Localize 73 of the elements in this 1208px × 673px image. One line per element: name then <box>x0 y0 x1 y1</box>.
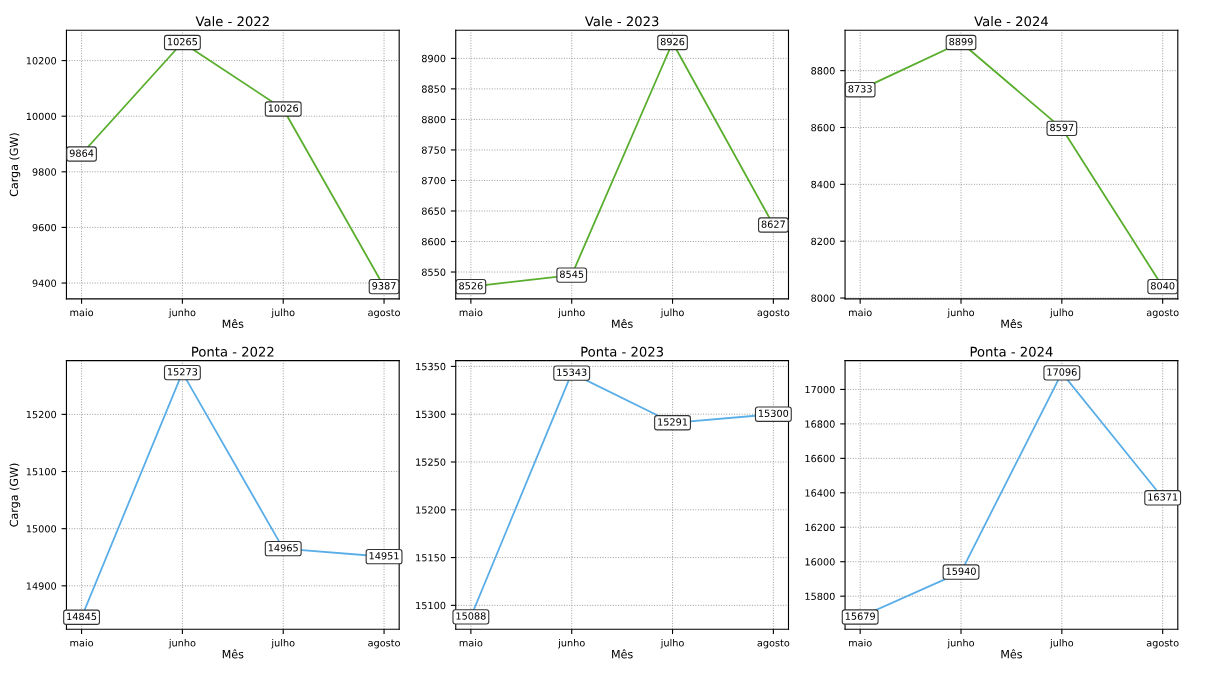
y-tick-label: 16800 <box>805 420 835 428</box>
y-axis-title: Carga (GW) <box>9 463 21 527</box>
y-tick-label: 8200 <box>811 237 835 246</box>
y-tick-label: 9600 <box>32 223 57 232</box>
y-tick-label: 15100 <box>26 468 57 476</box>
x-tick-label: agosto <box>1146 639 1179 649</box>
x-tick-label: agosto <box>1146 309 1179 319</box>
chart-title: Vale - 2024 <box>974 16 1048 27</box>
x-tick-label: agosto <box>757 309 790 319</box>
x-tick-label: junho <box>557 638 585 649</box>
x-axis-title: Mês <box>612 649 633 659</box>
chart-title: Vale - 2022 <box>195 16 269 27</box>
y-tick-label: 15150 <box>416 554 446 562</box>
y-tick-label: 16600 <box>805 454 835 463</box>
y-tick-label: 10000 <box>26 112 57 121</box>
x-tick-label: julho <box>660 308 684 319</box>
x-tick-label: maio <box>459 308 483 317</box>
y-tick-label: 15000 <box>26 525 57 533</box>
chart-title: Vale - 2023 <box>584 16 659 27</box>
chart-title: Ponta - 2023 <box>581 346 664 357</box>
y-tick-label: 15200 <box>416 506 446 514</box>
y-tick-label: 8000 <box>811 294 835 302</box>
x-tick-label: julho <box>1049 308 1074 319</box>
x-tick-label: maio <box>70 638 94 647</box>
x-tick-label: agosto <box>757 639 790 649</box>
x-tick-label: junho <box>168 638 196 649</box>
y-tick-label: 8850 <box>421 85 446 93</box>
y-tick-label: 16000 <box>805 558 835 566</box>
x-tick-label: junho <box>947 638 975 649</box>
y-tick-label: 8900 <box>421 54 446 63</box>
y-tick-label: 8400 <box>811 180 835 189</box>
y-tick-label: 9400 <box>32 279 57 287</box>
x-tick-label: julho <box>271 638 295 649</box>
y-axis-title: Carga (GW) <box>9 133 21 197</box>
y-tick-label: 15250 <box>416 458 446 466</box>
y-tick-label: 15100 <box>416 601 446 610</box>
y-tick-label: 15800 <box>805 592 835 601</box>
x-axis-title: Mês <box>612 318 633 328</box>
chart-title: Ponta - 2024 <box>970 346 1053 357</box>
x-axis-title: Mês <box>1001 318 1022 328</box>
x-tick-label: maio <box>70 308 94 317</box>
chart-title: Ponta - 2022 <box>192 346 274 357</box>
y-tick-label: 16200 <box>805 523 835 532</box>
x-tick-label: julho <box>271 308 295 319</box>
y-tick-label: 8750 <box>421 146 446 154</box>
y-tick-label: 15200 <box>26 410 57 419</box>
y-tick-label: 8800 <box>421 115 446 124</box>
x-tick-label: junho <box>947 308 975 319</box>
x-axis-title: Mês <box>222 649 244 659</box>
x-tick-label: junho <box>168 308 196 319</box>
x-tick-label: maio <box>849 308 872 317</box>
y-tick-label: 17000 <box>805 385 835 394</box>
y-tick-label: 8650 <box>421 207 446 215</box>
y-tick-label: 10200 <box>26 57 57 65</box>
y-tick-label: 8550 <box>421 268 446 276</box>
y-tick-label: 15350 <box>416 362 446 371</box>
y-tick-label: 8600 <box>421 237 446 246</box>
y-tick-label: 15300 <box>416 410 446 419</box>
x-tick-label: agosto <box>368 639 400 649</box>
x-tick-label: julho <box>1049 638 1074 649</box>
x-tick-label: maio <box>849 638 872 647</box>
y-tick-label: 14900 <box>26 582 57 590</box>
y-tick-label: 8600 <box>811 123 835 132</box>
x-tick-label: junho <box>557 308 585 319</box>
y-tick-label: 9800 <box>32 168 57 176</box>
x-axis-title: Mês <box>222 318 244 328</box>
x-tick-label: agosto <box>368 309 400 319</box>
x-tick-label: maio <box>459 638 483 647</box>
x-axis-title: Mês <box>1001 649 1022 659</box>
x-tick-label: julho <box>660 638 684 649</box>
y-tick-label: 8800 <box>811 67 835 75</box>
y-tick-label: 16400 <box>805 489 835 497</box>
y-tick-label: 8700 <box>421 176 446 185</box>
